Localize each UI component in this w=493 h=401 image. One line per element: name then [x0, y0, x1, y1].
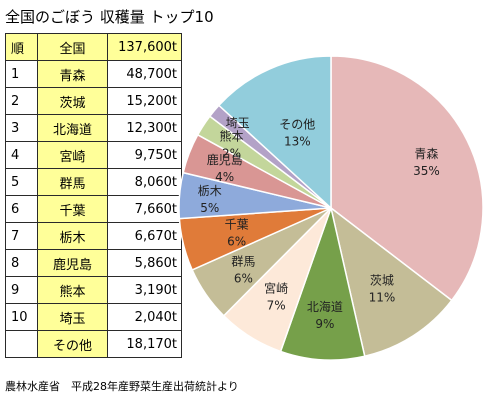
- header-region: 全国: [37, 33, 108, 61]
- header-amount: 137,600t: [107, 33, 182, 61]
- cell-region: 栃木: [37, 222, 108, 250]
- table-header-row: 順 全国 137,600t: [5, 33, 182, 61]
- table-row: 5 群馬 8,060t: [5, 168, 182, 196]
- table-row: 7 栃木 6,670t: [5, 222, 182, 250]
- cell-amount: 2,040t: [107, 303, 182, 331]
- table-row: 10 埼玉 2,040t: [5, 303, 182, 331]
- cell-region: 宮崎: [37, 141, 108, 169]
- cell-region: 青森: [37, 60, 108, 88]
- slice-percent: 7%: [267, 299, 286, 313]
- cell-region: 北海道: [37, 114, 108, 142]
- slice-percent: 13%: [284, 135, 311, 149]
- cell-region: 千葉: [37, 195, 108, 223]
- page-title: 全国のごぼう 収穫量 トップ10: [5, 8, 214, 26]
- cell-amount: 9,750t: [107, 141, 182, 169]
- table-row: 6 千葉 7,660t: [5, 195, 182, 223]
- slice-label: 千葉: [225, 218, 249, 232]
- cell-amount: 18,170t: [107, 330, 182, 358]
- cell-rank: 10: [5, 303, 38, 331]
- slice-label: 鹿児島: [207, 152, 243, 167]
- slice-label: 北海道: [307, 299, 343, 314]
- slice-percent: 11%: [369, 290, 396, 304]
- cell-region: 群馬: [37, 168, 108, 196]
- table-row: 1 青森 48,700t: [5, 60, 182, 88]
- slice-percent: 2%: [222, 147, 241, 161]
- cell-rank: 3: [5, 114, 38, 142]
- slice-label: 青森: [414, 146, 438, 161]
- ranking-table: 順 全国 137,600t 1 青森 48,700t 2 茨城 15,200t 3 北海道 12…: [5, 33, 182, 358]
- cell-amount: 8,060t: [107, 168, 182, 196]
- cell-rank: 8: [5, 249, 38, 277]
- table-row: 8 鹿児島 5,860t: [5, 249, 182, 277]
- slice-label: その他: [279, 118, 315, 132]
- slice-label: 栃木: [198, 184, 222, 198]
- slice-percent: 5%: [200, 201, 219, 215]
- cell-region: 茨城: [37, 87, 108, 115]
- slice-label: 埼玉: [226, 116, 250, 130]
- table-row: 2 茨城 15,200t: [5, 87, 182, 115]
- cell-amount: 6,670t: [107, 222, 182, 250]
- pie-slice: [217, 55, 332, 210]
- cell-amount: 5,860t: [107, 249, 182, 277]
- slice-percent: 6%: [227, 235, 246, 249]
- slice-label: 宮崎: [264, 281, 288, 296]
- cell-amount: 12,300t: [107, 114, 182, 142]
- slice-percent: 9%: [315, 317, 334, 331]
- cell-rank: 2: [5, 87, 38, 115]
- table-row: 4 宮崎 9,750t: [5, 141, 182, 169]
- cell-amount: 7,660t: [107, 195, 182, 223]
- slice-percent: 35%: [413, 164, 440, 178]
- slice-label: 群馬: [231, 254, 255, 268]
- table-footer-row: その他 18,170t: [5, 330, 182, 358]
- cell-amount: 3,190t: [107, 276, 182, 304]
- cell-amount: 15,200t: [107, 87, 182, 115]
- slice-percent: 6%: [234, 271, 253, 285]
- pie-slice: [279, 205, 366, 361]
- cell-rank: 6: [5, 195, 38, 223]
- table-row: 3 北海道 12,300t: [5, 114, 182, 142]
- pie-slice: [329, 206, 453, 358]
- cell-region: 熊本: [37, 276, 108, 304]
- slice-percent: 4%: [215, 170, 234, 184]
- cell-region: 埼玉: [37, 303, 108, 331]
- cell-amount: 48,700t: [107, 60, 182, 88]
- source-note: 農林水産省 平成28年産野菜生産出荷統計より: [5, 380, 239, 393]
- cell-region: その他: [37, 330, 108, 358]
- table-row: 9 熊本 3,190t: [5, 276, 182, 304]
- pie-slice: [330, 55, 484, 302]
- cell-region: 鹿児島: [37, 249, 108, 277]
- slice-label: 茨城: [370, 273, 394, 287]
- slice-label: 熊本: [219, 129, 243, 144]
